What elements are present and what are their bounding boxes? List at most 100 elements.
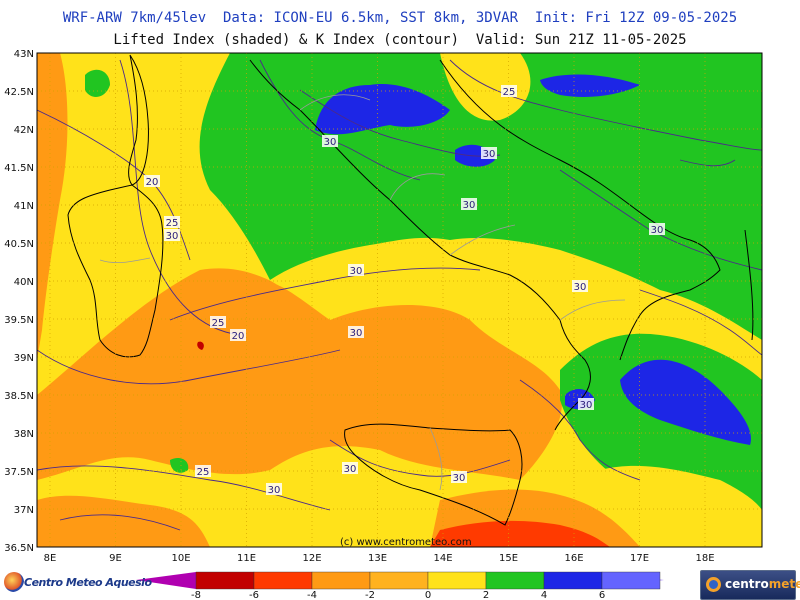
contour-label: 20 xyxy=(146,177,159,188)
contour-label-bg xyxy=(578,398,594,410)
colorbar-swatch xyxy=(253,571,313,590)
colorbar-left-arrow xyxy=(136,572,196,589)
contour-label-bg xyxy=(501,85,517,97)
contour-label: 25 xyxy=(166,218,179,229)
right-logo-text: centrometeo xyxy=(725,577,800,591)
watermark: (c) www.centrometeo.com xyxy=(340,537,472,548)
k-contour xyxy=(169,267,481,321)
border-line xyxy=(99,257,151,264)
contour-label-bg xyxy=(481,147,497,159)
contour-label-bg xyxy=(322,135,338,147)
right-logo-text-a: centro xyxy=(725,577,769,591)
contour-label-bg xyxy=(195,465,211,477)
lon-tick-label: 10E xyxy=(171,553,190,564)
colorbar-tick-label: 0 xyxy=(425,590,431,600)
lat-tick-label: 42N xyxy=(14,125,34,136)
contour-labels: 25 30 30 20 25 30 30 30 30 30 25 20 30 30 25 30 30 30 xyxy=(144,85,665,496)
colorbar-swatch xyxy=(427,571,487,590)
k-contour xyxy=(519,379,641,481)
li-region-orange-west xyxy=(37,53,68,360)
colorbar-swatch xyxy=(195,571,255,590)
lon-tick-label: 18E xyxy=(695,553,714,564)
li-region-red-spot xyxy=(197,341,204,350)
colorbar-tick-label: -2 xyxy=(365,590,375,600)
contour-label-bg xyxy=(649,223,665,235)
coast-italy-west xyxy=(249,59,591,431)
k-index-contours xyxy=(37,59,762,531)
lat-tick-label: 40N xyxy=(14,277,34,288)
contour-label-bg xyxy=(348,326,364,338)
li-region-green-sicily-spot xyxy=(170,458,189,473)
li-region-orange-south xyxy=(37,268,562,480)
k-contour xyxy=(449,59,762,151)
border-line xyxy=(449,224,516,256)
coast-italy-east xyxy=(439,59,721,361)
contour-label: 25 xyxy=(212,318,225,329)
k-contour xyxy=(639,289,762,356)
lat-tick-label: 43N xyxy=(14,49,34,60)
k-contour xyxy=(119,59,241,336)
left-logo-text: Centro Meteo Aquesio xyxy=(24,576,152,589)
contour-label-bg xyxy=(342,462,358,474)
lat-tick-label: 39.5N xyxy=(4,315,34,326)
lon-tick-label: 17E xyxy=(630,553,649,564)
lat-tick-label: 42.5N xyxy=(4,87,34,98)
contour-label: 20 xyxy=(232,331,245,342)
k-contour xyxy=(37,349,341,385)
lon-tick-label: 8E xyxy=(44,553,57,564)
lon-tick-label: 14E xyxy=(433,553,452,564)
k-contour xyxy=(679,159,736,167)
lat-tick-label: 37N xyxy=(14,505,34,516)
colorbar-swatch xyxy=(369,571,429,590)
contour-label-bg xyxy=(348,264,364,276)
li-region-blue-adriatic xyxy=(540,74,640,97)
contour-label: 30 xyxy=(350,266,363,277)
logo-globe-icon xyxy=(706,577,721,592)
contour-label-bg xyxy=(461,198,477,210)
right-logo-text-b: meteo xyxy=(768,577,800,591)
colorbar: -8 -6 -4 -2 0 2 4 6 xyxy=(136,571,664,600)
contour-label: 25 xyxy=(197,467,210,478)
lat-tick-label: 38N xyxy=(14,429,34,440)
lat-tick-label: 41.5N xyxy=(4,163,34,174)
border-line xyxy=(299,94,371,111)
border-line xyxy=(559,299,626,321)
lon-tick-label: 16E xyxy=(564,553,583,564)
k-contour xyxy=(59,514,181,531)
coast-albania xyxy=(744,229,754,341)
lifted-index-shading xyxy=(37,53,762,547)
contour-label: 30 xyxy=(574,282,587,293)
contour-label: 30 xyxy=(166,231,179,242)
li-region-red-south xyxy=(430,520,610,547)
contour-label: 30 xyxy=(268,485,281,496)
logo-circle-icon xyxy=(4,572,24,592)
border-line xyxy=(429,427,443,491)
contour-label-bg xyxy=(572,280,588,292)
latitude-labels: 43N 42.5N 42N 41.5N 41N 40.5N 40N 39.5N 39N 38.5N… xyxy=(4,49,34,554)
k-contour xyxy=(37,465,331,511)
contour-label-bg xyxy=(144,175,160,187)
li-region-blue-central xyxy=(315,84,450,135)
contour-label: 30 xyxy=(324,137,337,148)
lat-tick-label: 40.5N xyxy=(4,239,34,250)
li-region-yellow-ionian-south xyxy=(600,465,762,547)
contour-label: 30 xyxy=(350,328,363,339)
contour-label: 30 xyxy=(463,200,476,211)
lat-tick-label: 38.5N xyxy=(4,391,34,402)
graticule xyxy=(37,53,762,547)
contour-label: 25 xyxy=(503,87,516,98)
k-contour xyxy=(299,89,501,157)
li-region-green-sardinia-north xyxy=(85,69,110,97)
border-line xyxy=(389,173,446,201)
lon-tick-label: 12E xyxy=(302,553,321,564)
contour-label-bg xyxy=(230,329,246,341)
centrometeo-logo: centrometeo xyxy=(700,570,800,600)
contour-label-bg xyxy=(451,471,467,483)
contour-label: 30 xyxy=(344,464,357,475)
colorbar-tick-label: -6 xyxy=(249,590,259,600)
lat-tick-label: 41N xyxy=(14,201,34,212)
lon-tick-label: 11E xyxy=(237,553,256,564)
colorbar-tick-label: -4 xyxy=(307,590,317,600)
colorbar-tick-label: 6 xyxy=(599,590,605,600)
